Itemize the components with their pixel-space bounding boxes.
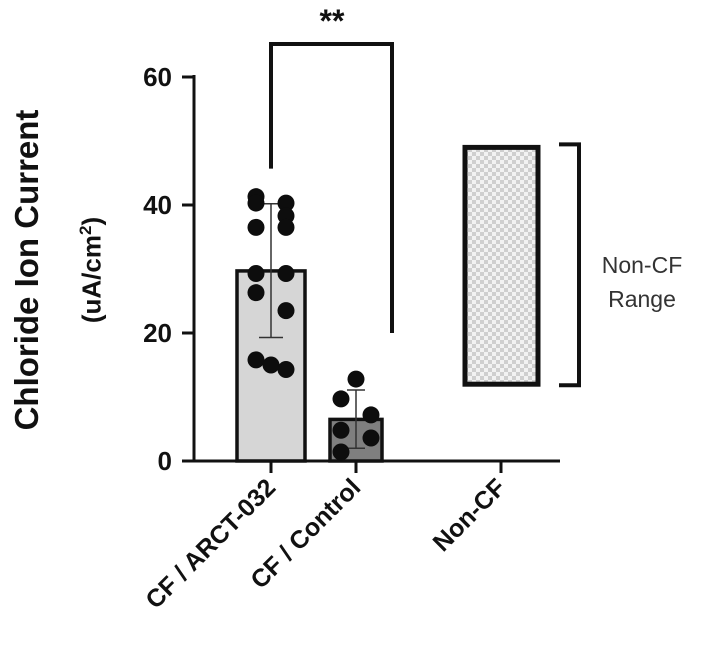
range-label: Non-CF Range <box>592 248 692 316</box>
data-point <box>347 370 365 388</box>
data-point <box>247 194 265 212</box>
data-point <box>332 390 350 408</box>
data-point <box>247 218 265 236</box>
x-tick-label: Non-CF <box>428 473 512 557</box>
range-bracket <box>559 142 581 388</box>
data-point <box>277 264 295 282</box>
data-point <box>247 351 265 369</box>
data-point <box>332 443 350 461</box>
data-point <box>277 194 295 212</box>
y-tick-label: 40 <box>143 190 172 220</box>
non-cf-range <box>462 142 581 388</box>
data-point <box>247 284 265 302</box>
x-tick-label: CF / ARCT-032 <box>140 473 281 614</box>
data-point <box>277 302 295 320</box>
significance-bracket: ** <box>269 3 394 333</box>
y-tick-label: 0 <box>158 446 172 476</box>
data-points <box>247 188 380 461</box>
y-tick-label: 60 <box>143 62 172 92</box>
data-point <box>362 429 380 447</box>
data-point <box>362 406 380 424</box>
significance-stars: ** <box>320 3 345 39</box>
data-point <box>262 356 280 374</box>
range-label-line1: Non-CF <box>601 252 683 278</box>
y-tick-label: 20 <box>143 318 172 348</box>
significance-line <box>269 42 394 333</box>
data-point <box>277 360 295 378</box>
data-point <box>332 421 350 439</box>
data-point <box>277 218 295 236</box>
range-box <box>462 144 541 387</box>
data-point <box>247 264 265 282</box>
range-label-line2: Range <box>608 286 676 312</box>
